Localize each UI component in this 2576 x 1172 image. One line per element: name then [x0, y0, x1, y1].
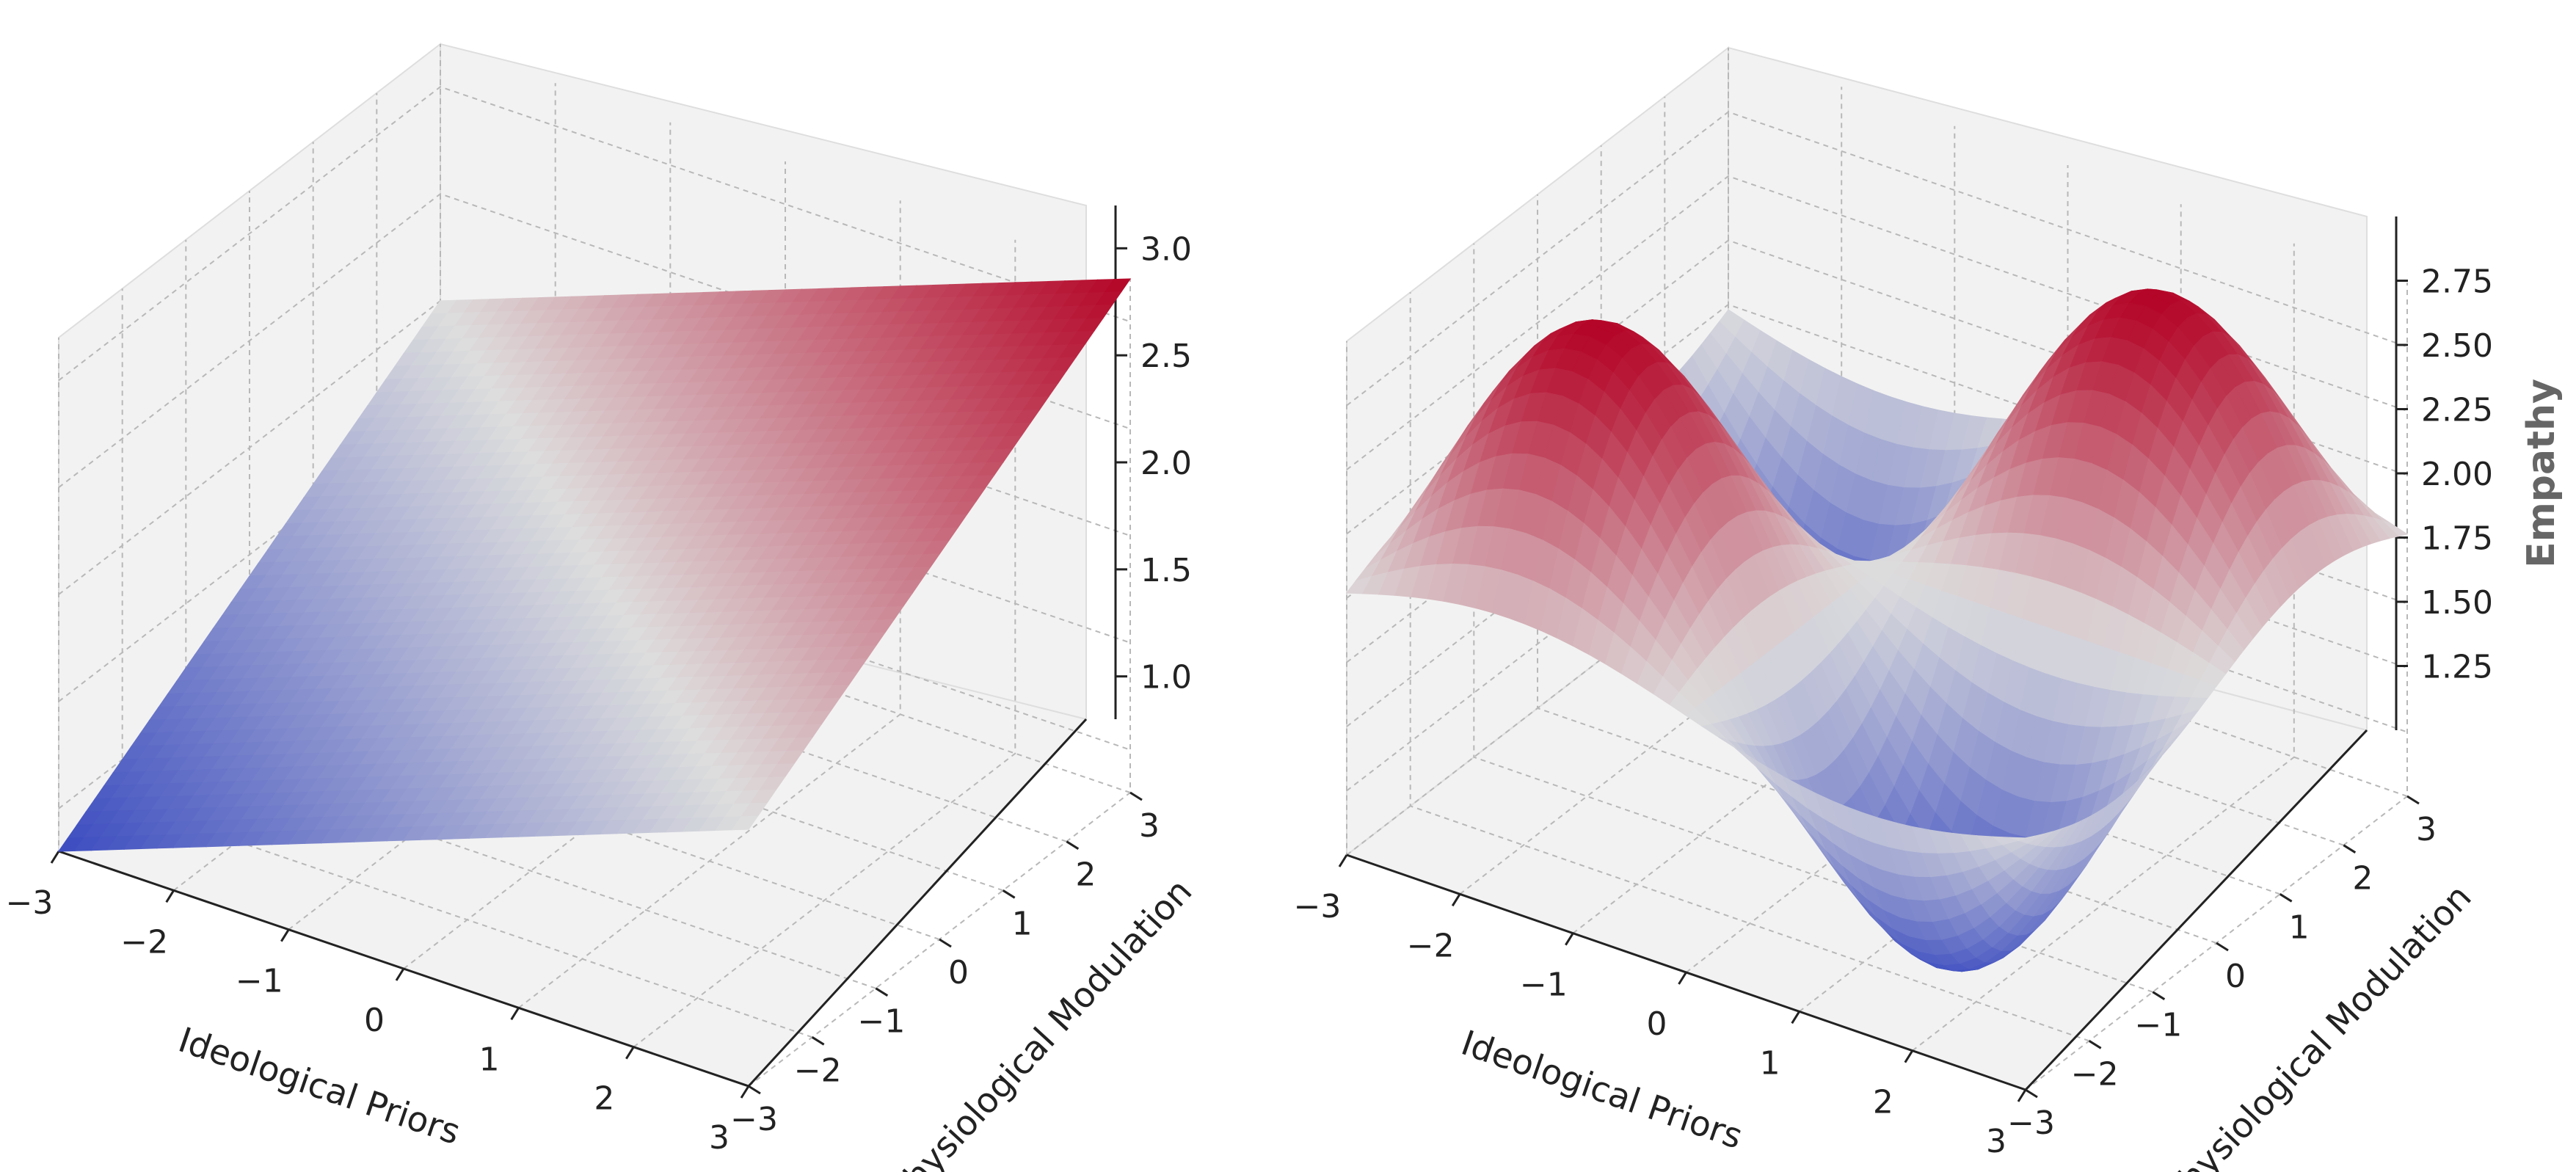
x-axis-title: Ideological Priors — [1456, 1023, 1747, 1157]
x-tick — [395, 968, 405, 981]
surface — [1345, 288, 2409, 972]
x-tick — [625, 1046, 635, 1060]
gridline-z — [1346, 175, 2408, 470]
y-tick-label: −2 — [794, 1052, 842, 1089]
y-tick — [1066, 840, 1080, 850]
x-tick — [280, 928, 290, 942]
y-tick-label: 0 — [948, 954, 969, 991]
x-tick — [1791, 1011, 1800, 1024]
y-tick — [811, 1036, 825, 1046]
z-tick-label: 2.75 — [2421, 263, 2493, 301]
y-tick — [2088, 1040, 2102, 1049]
x-tick-label: −3 — [6, 884, 54, 922]
x-tick — [1904, 1049, 1914, 1063]
z-tick-label: 1.25 — [2421, 649, 2493, 686]
z-tick-label: 2.50 — [2421, 327, 2493, 365]
z-tick-label: 1.0 — [1140, 659, 1192, 696]
gridline-z — [1346, 303, 2408, 599]
y-tick-label: −3 — [2007, 1104, 2055, 1142]
z-tick-label: 2.25 — [2421, 392, 2493, 429]
surface-patch — [2009, 835, 2035, 842]
y-tick — [1002, 889, 1016, 899]
gridline-z — [58, 86, 1131, 382]
y-tick-label: 2 — [2352, 860, 2373, 898]
y-tick-label: −1 — [857, 1003, 905, 1041]
gridline-z — [1346, 111, 2408, 407]
y-tick-label: −2 — [2071, 1055, 2119, 1093]
surface — [57, 278, 1132, 852]
y-tick — [748, 1085, 761, 1095]
x-tick-label: 1 — [1760, 1044, 1780, 1082]
x-tick — [50, 851, 60, 864]
x-tick — [1338, 854, 1348, 867]
gridline-y — [1409, 292, 2090, 1042]
z-tick-label: 3.0 — [1140, 230, 1192, 268]
y-axis-title: Physiological Modulation — [882, 871, 1200, 1172]
z-tick-label: 1.50 — [2421, 584, 2493, 622]
y-tick-label: 0 — [2225, 958, 2246, 995]
y-tick — [2343, 844, 2357, 853]
x-tick-label: 2 — [1873, 1084, 1893, 1121]
x-tick — [165, 889, 175, 903]
x-tick — [740, 1085, 750, 1099]
z-tick-label: 2.00 — [2421, 456, 2493, 493]
x-tick — [510, 1007, 520, 1021]
x-tick-label: 0 — [1647, 1005, 1667, 1043]
x-tick-label: −2 — [120, 923, 168, 961]
x-tick — [1565, 932, 1574, 946]
x-tick-label: 0 — [364, 1002, 385, 1039]
y-tick-label: 1 — [1012, 905, 1033, 942]
y-tick — [2406, 795, 2420, 805]
x-tick-label: −2 — [1407, 927, 1455, 964]
y-tick — [1129, 791, 1143, 801]
z-tick-label: 1.75 — [2421, 520, 2493, 558]
y-tick — [2216, 942, 2229, 952]
x-axis-title: Ideological Priors — [173, 1020, 465, 1153]
surface-patch — [731, 815, 759, 831]
z-tick-label: 1.5 — [1140, 552, 1192, 589]
y-tick — [2025, 1088, 2038, 1099]
y-axis-title: Physiological Modulation — [2157, 877, 2479, 1172]
gridline-z — [1346, 239, 2408, 535]
y-tick — [2152, 991, 2166, 1000]
y-tick — [875, 987, 889, 997]
x-tick-label: 3 — [709, 1119, 729, 1157]
y-axis-line — [747, 718, 1088, 1088]
x-tick-label: 2 — [594, 1080, 614, 1118]
x-tick-label: −1 — [236, 963, 283, 1000]
y-tick-label: 3 — [2416, 811, 2437, 848]
y-tick — [939, 938, 952, 948]
z-tick-label: 2.5 — [1140, 338, 1192, 375]
y-tick-label: 3 — [1139, 807, 1160, 845]
x-tick — [2017, 1089, 2027, 1102]
x-tick — [1678, 972, 1687, 985]
x-tick-label: 1 — [479, 1041, 500, 1078]
x-tick-label: 3 — [1986, 1123, 2006, 1160]
y-tick-label: 1 — [2289, 909, 2310, 946]
y-tick-label: −1 — [2134, 1007, 2182, 1044]
z-tick-label: 2.0 — [1140, 445, 1192, 482]
gridline-x — [1912, 243, 2295, 1052]
y-tick-label: 2 — [1075, 856, 1096, 894]
x-tick-label: −1 — [1520, 967, 1568, 1004]
y-tick-label: −3 — [730, 1101, 778, 1138]
y-tick — [2279, 893, 2293, 903]
y-axis-line — [2024, 729, 2368, 1091]
z-axis-title: Empathy — [2519, 379, 2564, 568]
x-tick-label: −3 — [1294, 888, 1342, 925]
x-tick — [1451, 893, 1461, 907]
